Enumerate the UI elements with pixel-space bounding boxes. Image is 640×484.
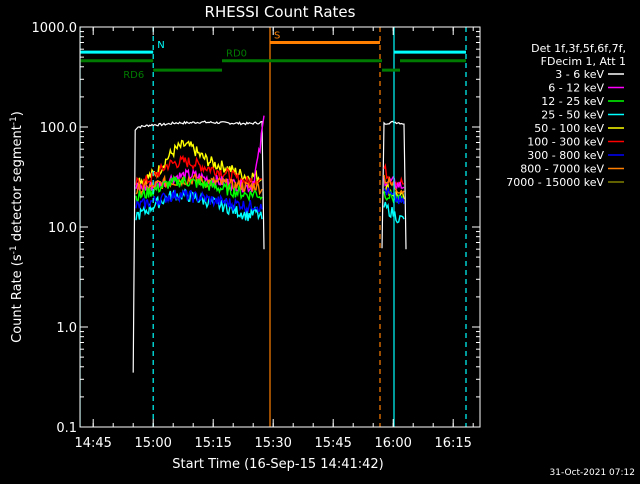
- legend-header-line: Det 1f,3f,5f,6f,7f,: [531, 42, 626, 55]
- x-tick-label: 16:00: [374, 436, 411, 451]
- series-line-800to7000keV-seg0: [135, 173, 263, 196]
- y-tick-label: 1000.0: [32, 21, 78, 36]
- y-tick-label: 100.0: [40, 121, 77, 136]
- x-tick-label: 15:15: [194, 436, 231, 451]
- x-tick-label: 14:45: [74, 436, 111, 451]
- y-tick-label: 0.1: [56, 421, 77, 436]
- y-tick-label: 10.0: [48, 221, 77, 236]
- state-bar-label-rd0: RD0: [226, 49, 247, 60]
- state-bar-label-n: N: [157, 40, 164, 51]
- series-line-3to6keV-seg0: [132, 120, 265, 373]
- axis-ticks: 14:45 15:00 15:15 15:30 15:45 16:00 16:15 0.1 1.…: [32, 21, 480, 451]
- x-axis-label: Start Time (16-Sep-15 14:41:42): [172, 457, 383, 472]
- series-line-12to25keV-seg0: [135, 174, 263, 206]
- series-line-300to800keV-seg0: [135, 189, 263, 214]
- legend: Det 1f,3f,5f,6f,7f,FDecim 1, Att 13 - 6 …: [506, 42, 626, 189]
- series-line-25to50keV-seg0: [135, 188, 263, 222]
- x-tick-label: 15:45: [314, 436, 351, 451]
- plot-area: N S RD6 RD0: [80, 27, 467, 427]
- y-tick-label: 1.0: [56, 321, 77, 336]
- state-bar-label-s: S: [274, 30, 280, 41]
- legend-entry-label: 800 - 7000 keV: [520, 163, 604, 176]
- legend-entry-label: 3 - 6 keV: [555, 68, 604, 81]
- footer-timestamp: 31-Oct-2021 07:12: [550, 468, 635, 478]
- legend-entry-label: 6 - 12 keV: [548, 82, 604, 95]
- legend-entry-label: 12 - 25 keV: [541, 95, 604, 108]
- x-tick-label: 15:00: [134, 436, 171, 451]
- chart-title: RHESSI Count Rates: [205, 3, 356, 21]
- y-axis-label: Count Rate (s-1 detector segment-1): [9, 111, 25, 343]
- legend-entry-label: 100 - 300 keV: [527, 136, 604, 149]
- series-line-100to300keV-seg0: [135, 154, 263, 190]
- state-bar-label-rd6: RD6: [123, 70, 144, 81]
- x-tick-label: 16:15: [434, 436, 471, 451]
- x-tick-label: 15:30: [254, 436, 291, 451]
- legend-entry-label: 50 - 100 keV: [534, 122, 604, 135]
- legend-header-line: FDecim 1, Att 1: [541, 55, 626, 68]
- legend-entry-label: 25 - 50 keV: [541, 109, 604, 122]
- legend-entry-label: 7000 - 15000 keV: [506, 176, 604, 189]
- legend-entry-label: 300 - 800 keV: [527, 149, 604, 162]
